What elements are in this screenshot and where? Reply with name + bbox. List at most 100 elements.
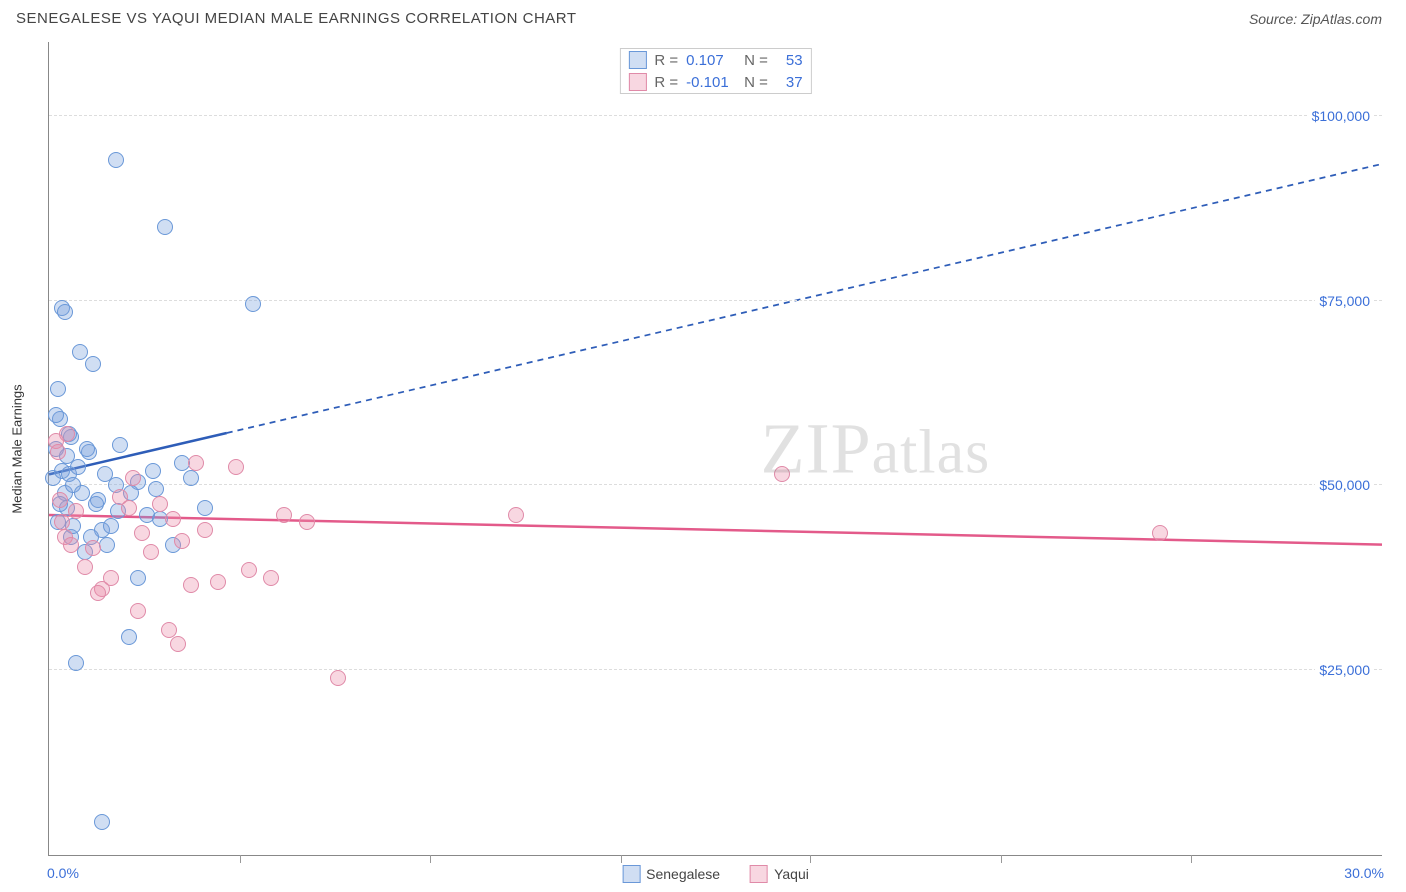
scatter-point: [197, 500, 213, 516]
legend-item-yaqui: Yaqui: [750, 865, 809, 883]
legend-swatch-senegalese: [622, 865, 640, 883]
scatter-point: [228, 459, 244, 475]
legend-swatch-yaqui: [750, 865, 768, 883]
scatter-point: [63, 537, 79, 553]
chart-header: SENEGALESE VS YAQUI MEDIAN MALE EARNINGS…: [0, 0, 1406, 33]
legend-label-yaqui: Yaqui: [774, 866, 809, 882]
scatter-point: [774, 466, 790, 482]
scatter-point: [263, 570, 279, 586]
legend-label-senegalese: Senegalese: [646, 866, 720, 882]
scatter-point: [148, 481, 164, 497]
scatter-point: [50, 381, 66, 397]
scatter-point: [183, 577, 199, 593]
scatter-point: [188, 455, 204, 471]
scatter-point: [276, 507, 292, 523]
scatter-point: [121, 500, 137, 516]
scatter-point: [103, 518, 119, 534]
scatter-point: [70, 459, 86, 475]
x-tick: [810, 855, 811, 863]
scatter-point: [1152, 525, 1168, 541]
trend-lines-svg: [49, 42, 1382, 855]
y-tick-label: $100,000: [1308, 108, 1374, 124]
scatter-point: [54, 514, 70, 530]
source-attribution: Source: ZipAtlas.com: [1249, 11, 1382, 27]
x-tick: [430, 855, 431, 863]
scatter-point: [88, 496, 104, 512]
scatter-point: [48, 407, 64, 423]
scatter-point: [165, 511, 181, 527]
scatter-point: [121, 629, 137, 645]
legend-item-senegalese: Senegalese: [622, 865, 720, 883]
scatter-point: [210, 574, 226, 590]
scatter-point: [183, 470, 199, 486]
scatter-point: [85, 356, 101, 372]
scatter-point: [52, 492, 68, 508]
grid-line: [49, 669, 1382, 670]
scatter-point: [299, 514, 315, 530]
scatter-point: [68, 655, 84, 671]
scatter-point: [508, 507, 524, 523]
bottom-legend: Senegalese Yaqui: [622, 865, 809, 883]
x-tick: [1191, 855, 1192, 863]
scatter-point: [68, 503, 84, 519]
stats-row-yaqui: R = -0.101 N = 37: [620, 71, 810, 93]
scatter-point: [85, 540, 101, 556]
scatter-point: [77, 559, 93, 575]
y-tick-label: $25,000: [1315, 662, 1374, 678]
stats-swatch-senegalese: [628, 51, 646, 69]
plot-container: R = 0.107 N = 53 R = -0.101 N = 37 ZIPat…: [48, 42, 1382, 856]
stats-n-label: N =: [742, 52, 770, 69]
stats-n-value-senegalese: 53: [776, 52, 803, 69]
stats-n-value-yaqui: 37: [776, 74, 803, 91]
scatter-point: [108, 152, 124, 168]
scatter-point: [90, 585, 106, 601]
scatter-point: [103, 570, 119, 586]
scatter-point: [143, 544, 159, 560]
scatter-point: [59, 426, 75, 442]
stats-n-label: N =: [742, 74, 770, 91]
scatter-point: [197, 522, 213, 538]
scatter-point: [130, 603, 146, 619]
scatter-point: [57, 304, 73, 320]
y-tick-label: $75,000: [1315, 293, 1374, 309]
x-axis-min-label: 0.0%: [47, 865, 79, 881]
scatter-point: [174, 533, 190, 549]
stats-r-label: R =: [652, 52, 680, 69]
scatter-point: [72, 344, 88, 360]
y-tick-label: $50,000: [1315, 477, 1374, 493]
scatter-point: [112, 437, 128, 453]
scatter-point: [125, 470, 141, 486]
trend-line-solid: [49, 515, 1382, 545]
scatter-point: [97, 466, 113, 482]
stats-r-label: R =: [652, 74, 680, 91]
scatter-point: [152, 496, 168, 512]
scatter-point: [130, 570, 146, 586]
x-tick: [240, 855, 241, 863]
grid-line: [49, 115, 1382, 116]
scatter-point: [79, 441, 95, 457]
scatter-point: [245, 296, 261, 312]
scatter-point: [134, 525, 150, 541]
scatter-point: [241, 562, 257, 578]
x-tick: [1001, 855, 1002, 863]
stats-r-value-yaqui: -0.101: [686, 74, 736, 91]
scatter-point: [161, 622, 177, 638]
scatter-point: [170, 636, 186, 652]
scatter-point: [94, 814, 110, 830]
scatter-point: [50, 444, 66, 460]
scatter-point: [145, 463, 161, 479]
stats-row-senegalese: R = 0.107 N = 53: [620, 49, 810, 71]
x-tick: [621, 855, 622, 863]
grid-line: [49, 484, 1382, 485]
chart-title: SENEGALESE VS YAQUI MEDIAN MALE EARNINGS…: [16, 10, 577, 27]
x-axis-max-label: 30.0%: [1344, 865, 1384, 881]
trend-line-dashed: [227, 164, 1382, 433]
scatter-point: [74, 485, 90, 501]
scatter-point: [157, 219, 173, 235]
y-axis-label: Median Male Earnings: [10, 384, 25, 513]
plot-area: $25,000 $50,000 $75,000 $100,000: [49, 42, 1382, 855]
stats-swatch-yaqui: [628, 73, 646, 91]
stats-r-value-senegalese: 0.107: [686, 52, 736, 69]
correlation-stats-box: R = 0.107 N = 53 R = -0.101 N = 37: [619, 48, 811, 94]
scatter-point: [330, 670, 346, 686]
